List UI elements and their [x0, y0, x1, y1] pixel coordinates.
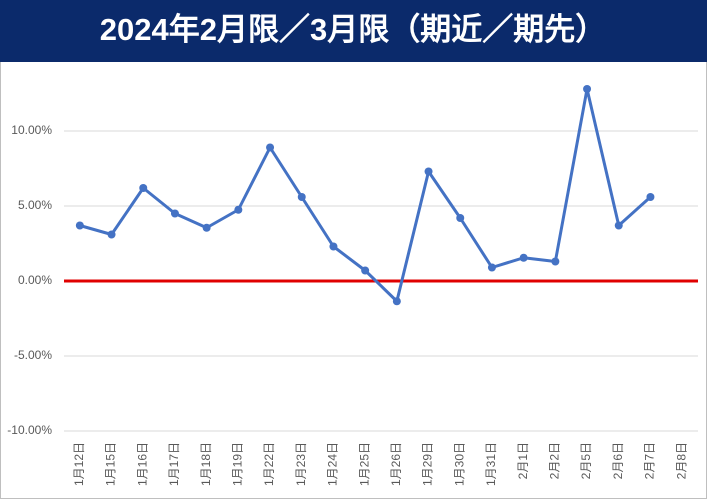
- x-tick-label: 1月17日: [167, 442, 181, 486]
- x-tick-label: 1月12日: [72, 442, 86, 486]
- y-tick-label: 5.00%: [18, 198, 52, 212]
- data-point: [139, 184, 148, 192]
- data-point: [551, 257, 560, 266]
- x-tick-label: 1月18日: [199, 442, 213, 486]
- x-tick-label: 1月25日: [357, 442, 371, 486]
- data-point: [170, 209, 179, 218]
- x-tick-label: 1月19日: [231, 442, 245, 486]
- data-point: [487, 263, 496, 272]
- x-tick-label: 1月29日: [421, 442, 435, 486]
- x-tick-label: 2月8日: [674, 442, 688, 479]
- chart-title: 2024年2月限／3月限（期近／期先）: [100, 12, 606, 47]
- data-point: [266, 143, 275, 152]
- x-tick-label: 1月15日: [104, 442, 118, 486]
- x-tick-label: 1月26日: [389, 442, 403, 486]
- x-tick-label: 1月16日: [135, 442, 149, 486]
- x-tick-label: 1月30日: [452, 442, 466, 486]
- data-point: [107, 230, 116, 239]
- data-point: [361, 266, 370, 275]
- x-tick-label: 2月1日: [516, 442, 530, 479]
- data-point: [519, 253, 528, 262]
- data-point: [75, 221, 84, 230]
- data-point: [583, 85, 592, 93]
- data-point: [202, 223, 211, 232]
- data-point: [329, 242, 338, 251]
- y-tick-label: 10.00%: [11, 123, 52, 137]
- x-tick-label: 2月5日: [579, 442, 593, 479]
- data-point: [424, 167, 433, 176]
- title-bar: [0, 0, 707, 62]
- y-tick-label: -10.00%: [7, 423, 52, 437]
- data-point: [297, 193, 306, 201]
- data-point: [614, 221, 623, 230]
- x-tick-label: 1月24日: [326, 442, 340, 486]
- x-tick-label: 2月7日: [643, 442, 657, 479]
- data-point: [456, 214, 465, 222]
- x-tick-label: 1月23日: [294, 442, 308, 486]
- x-tick-label: 1月31日: [484, 442, 498, 486]
- x-tick-label: 1月22日: [262, 442, 276, 486]
- data-point: [392, 297, 401, 306]
- x-tick-label: 2月6日: [611, 442, 625, 479]
- y-tick-label: 0.00%: [18, 273, 52, 287]
- data-point: [234, 205, 243, 214]
- data-point: [646, 193, 655, 201]
- x-tick-label: 2月2日: [548, 442, 562, 479]
- y-tick-label: -5.00%: [14, 348, 52, 362]
